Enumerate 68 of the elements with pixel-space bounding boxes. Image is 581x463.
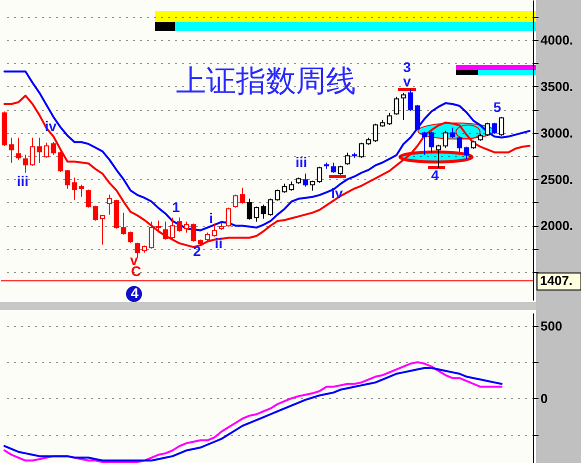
candlestick [190, 223, 196, 242]
candlestick [128, 231, 134, 244]
candlestick [86, 189, 92, 208]
candlestick [260, 204, 266, 220]
candlestick [464, 146, 470, 160]
candlestick [22, 154, 28, 174]
annotation: iii [16, 173, 29, 189]
candlestick [162, 221, 168, 240]
candlestick [330, 162, 336, 174]
annotation: 5 [493, 99, 502, 115]
y-tick-label: 0 [540, 390, 548, 406]
candlestick [288, 181, 294, 192]
candlestick [184, 221, 190, 234]
candlestick [212, 223, 218, 238]
candlestick [100, 214, 106, 246]
text: 上证指数周线 [176, 64, 356, 99]
annotation: ii [214, 235, 223, 251]
candlestick [282, 183, 288, 194]
candlestick [436, 144, 442, 168]
annotation: iii [295, 154, 308, 170]
candlestick [50, 142, 56, 156]
candlestick [386, 112, 392, 126]
candlestick [428, 131, 434, 154]
annotation: 4 [431, 167, 440, 183]
candlestick [44, 142, 50, 158]
candlestick [408, 88, 414, 112]
candlestick [106, 194, 112, 216]
candlestick [456, 136, 462, 152]
ref-line-label: 1407. [540, 272, 573, 288]
candlestick [226, 207, 232, 228]
y-tick-label: 3500. [540, 78, 574, 94]
candlestick [16, 137, 22, 160]
candlestick [254, 206, 260, 222]
candlestick [156, 220, 162, 234]
candlestick [134, 242, 140, 258]
candlestick [78, 184, 84, 198]
candlestick [492, 122, 498, 134]
candlestick [36, 137, 42, 164]
annotation: 3 [403, 59, 412, 75]
candlestick [240, 187, 246, 204]
y-tick-label: 3000. [540, 125, 574, 140]
candlestick [8, 137, 14, 164]
annotation: v [403, 73, 412, 89]
candlestick [58, 151, 64, 172]
candlestick [274, 189, 280, 202]
y-tick-label: 4000. [540, 32, 574, 48]
annotation: 2 [193, 243, 202, 259]
candlestick [400, 92, 406, 120]
y-tick-label: 2500. [540, 172, 574, 187]
candlestick [450, 127, 456, 138]
candlestick [72, 177, 78, 200]
candlestick [30, 137, 36, 166]
candlestick [170, 217, 176, 240]
y-tick-label: 2000. [540, 218, 574, 234]
candlestick [422, 131, 428, 156]
candlestick [176, 217, 182, 232]
candlestick [232, 194, 238, 208]
candlestick [120, 212, 126, 236]
candlestick [302, 173, 308, 188]
candlestick [414, 104, 420, 130]
annotation: iv [44, 118, 57, 134]
candlestick [92, 205, 98, 222]
annotation: i [209, 210, 213, 226]
candlestick [64, 169, 70, 190]
annotation: 4 [130, 285, 139, 301]
candlestick [310, 180, 316, 192]
annotation: 1 [172, 199, 180, 215]
y-tick-label: 500 [540, 318, 562, 334]
